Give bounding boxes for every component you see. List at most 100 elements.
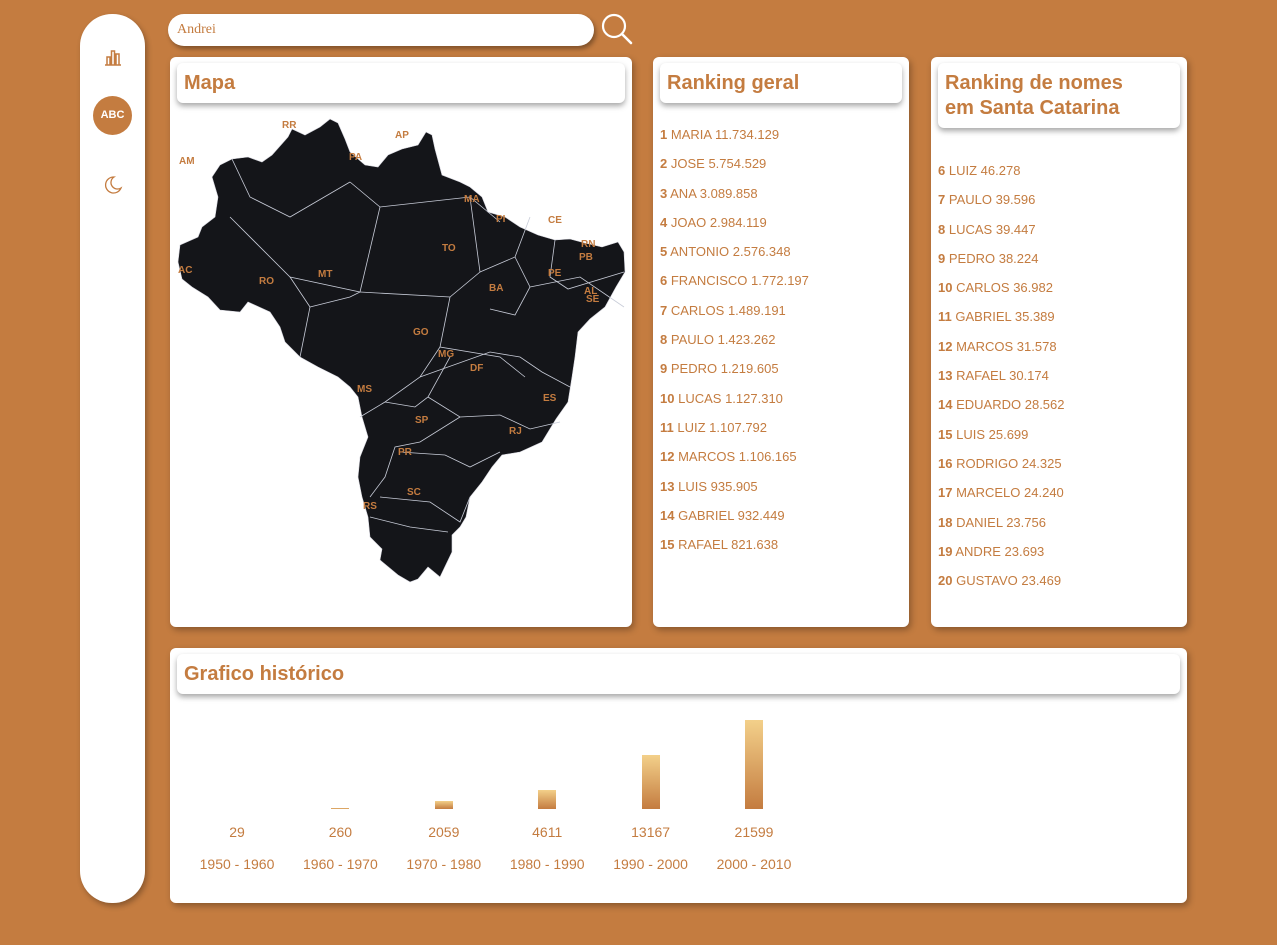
ranking-name: RODRIGO [956,455,1019,471]
ranking-item: 14 GABRIEL 932.449 [660,508,809,537]
chart-nav-button[interactable] [80,37,145,77]
ranking-position: 6 [938,163,946,178]
ranking-name: GABRIEL [955,309,1012,325]
state-label-mg: MG [438,349,455,360]
ranking-item: 6 FRANCISCO 1.772.197 [660,273,809,302]
state-label-sp: SP [415,415,429,426]
ranking-name: LUCAS [678,390,722,406]
ranking-position: 20 [938,573,953,589]
ranking-count: 1.489.191 [727,302,786,318]
bar-chart-icon [104,50,121,66]
chart-value-label: 4611 [532,824,563,840]
ranking-item: 2 JOSE 5.754.529 [660,156,809,185]
ranking-count: 932.449 [737,507,785,523]
chart-bar[interactable] [434,800,453,809]
ranking-item: 12 MARCOS 31.578 [938,339,1065,368]
ranking-item: 15 LUIS 25.699 [938,427,1065,456]
chart-value-label: 2059 [428,824,460,840]
ranking-item: 14 EDUARDO 28.562 [938,397,1065,426]
ranking-position: 15 [660,537,675,553]
names-nav-button[interactable]: ABC [80,95,145,135]
ranking-position: 12 [660,449,675,465]
grafico-title: Grafico histórico [177,654,1180,694]
ranking-position: 17 [938,485,953,501]
ranking-item: 19 ANDRE 23.693 [938,544,1065,573]
state-label-rj: RJ [509,426,522,437]
chart-category-label: 1950 - 1960 [199,856,275,872]
ranking-position: 1 [660,127,668,142]
ranking-name: MARIA [670,127,712,142]
ranking-count: 1.127.310 [725,390,783,406]
ranking-position: 2 [660,156,668,172]
dark-mode-toggle[interactable] [80,165,145,205]
chart-value-label: 260 [328,824,353,840]
ranking-sc-title: Ranking de nomes em Santa Catarina [938,63,1180,128]
ranking-count: 821.638 [731,537,779,553]
ranking-count: 39.596 [995,192,1036,208]
state-label-ms: MS [357,384,372,395]
ranking-item: 4 JOAO 2.984.119 [660,215,809,244]
state-label-ap: AP [395,130,409,141]
ranking-position: 9 [660,361,668,377]
ranking-item: 11 LUIZ 1.107.792 [660,420,809,449]
ranking-position: 16 [938,455,953,471]
ranking-geral-list: 1 MARIA 11.734.129 2 JOSE 5.754.529 3 ANA … [660,127,809,566]
brazil-map[interactable] [170,57,632,627]
search-icon [601,13,633,45]
ranking-count: 935.905 [710,478,758,494]
chart-category-label: 1970 - 1980 [406,856,482,872]
ranking-count: 1.106.165 [738,449,797,465]
state-label-ac: AC [178,265,193,276]
chart-bar[interactable] [331,807,350,809]
ranking-sc-card: Ranking de nomes em Santa Catarina 6 LUI… [931,57,1187,627]
chart-bar[interactable] [745,720,763,809]
ranking-name: ANTONIO [670,244,730,260]
ranking-count: 39.447 [995,221,1036,237]
ranking-name: MARCELO [956,485,1021,501]
search-button[interactable] [600,12,634,46]
ranking-item: 12 MARCOS 1.106.165 [660,449,809,478]
map-card: Mapa RR AP AM PA MA PI CE R [170,57,632,627]
brazil-outline [177,118,626,583]
ranking-item: 20 GUSTAVO 23.469 [938,573,1065,602]
state-label-sc: SC [407,487,421,498]
state-label-ce: CE [548,215,562,226]
chart-category-label: 2000 - 2010 [716,856,792,872]
chart-bar[interactable] [641,754,660,809]
ranking-name: CARLOS [670,302,725,318]
ranking-item: 9 PEDRO 38.224 [938,251,1065,280]
state-label-go: GO [413,327,429,338]
ranking-geral-title: Ranking geral [660,63,902,103]
state-label-es: ES [543,393,557,404]
ranking-name: PEDRO [670,361,718,377]
ranking-position: 9 [938,250,946,266]
ranking-count: 35.389 [1014,309,1055,325]
ranking-name: PAULO [670,332,714,348]
state-label-pa: PA [349,152,363,163]
ranking-item: 3 ANA 3.089.858 [660,186,809,215]
chart-value-label: 21599 [734,824,774,840]
map-title: Mapa [177,63,625,103]
ranking-name: PAULO [948,192,992,208]
state-label-ro: RO [259,276,274,287]
ranking-position: 8 [660,332,668,348]
chart-bar[interactable] [538,790,557,809]
ranking-position: 19 [938,543,953,559]
ranking-name: CARLOS [956,280,1010,296]
ranking-name: RAFAEL [956,368,1006,384]
chart-category-label: 1960 - 1970 [303,856,378,872]
ranking-position: 12 [938,338,953,354]
state-label-ba: BA [489,283,504,294]
ranking-count: 30.174 [1009,368,1049,384]
ranking-position: 11 [660,419,674,435]
state-label-rn: RN [581,239,596,250]
ranking-count: 25.699 [988,426,1029,442]
state-borders [229,158,625,533]
ranking-count: 2.984.119 [709,214,767,230]
ranking-position: 8 [938,221,946,237]
ranking-name: FRANCISCO [670,273,748,289]
state-label-to: TO [442,243,456,254]
ranking-count: 46.278 [980,163,1021,178]
search-input[interactable] [175,14,579,46]
state-label-rs: RS [363,501,377,512]
